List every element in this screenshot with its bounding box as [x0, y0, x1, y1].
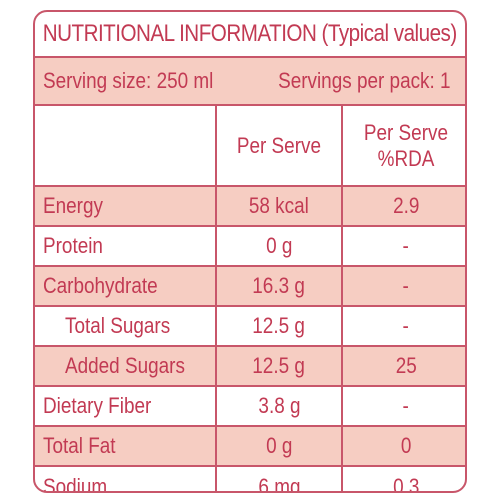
nutrient-name: Carbohydrate: [35, 266, 216, 307]
table-row: Protein 0 g -: [35, 226, 465, 267]
nutrient-name: Energy: [35, 186, 216, 227]
rda-value: 0.3: [341, 466, 465, 491]
table-row: Sodium 6 mg 0.3: [35, 466, 465, 493]
serving-size: Serving size: 250 ml: [43, 68, 214, 93]
header-rda-line1: Per Serve: [363, 119, 449, 145]
nutrient-name: Total Sugars: [35, 306, 216, 347]
nutrient-name: Protein: [35, 226, 216, 267]
nutrition-label: NUTRITIONAL INFORMATION (Typical values)…: [33, 10, 467, 493]
nutrient-table: Per Serve Per Serve %RDA Energy 58 kcal 2…: [35, 106, 465, 493]
per-serve-value: 58 kcal: [215, 186, 342, 227]
nutrient-name: Added Sugars: [35, 346, 216, 387]
rda-value: -: [341, 306, 465, 347]
table-header-row: Per Serve Per Serve %RDA: [35, 106, 465, 187]
table-row: Energy 58 kcal 2.9: [35, 186, 465, 227]
rda-value: -: [341, 266, 465, 307]
per-serve-value: 12.5 g: [215, 346, 342, 387]
label-title-row: NUTRITIONAL INFORMATION (Typical values): [35, 12, 465, 58]
label-title: NUTRITIONAL INFORMATION (Typical values): [43, 20, 458, 47]
header-per-serve-text: Per Serve: [236, 132, 322, 158]
table-row: Total Sugars 12.5 g -: [35, 306, 465, 347]
servings-per-pack: Servings per pack: 1: [278, 68, 451, 93]
table-row: Total Fat 0 g 0: [35, 426, 465, 467]
rda-value: 25: [341, 346, 465, 387]
per-serve-value: 0 g: [215, 426, 342, 467]
rda-value: 0: [341, 426, 465, 467]
per-serve-value: 12.5 g: [215, 306, 342, 347]
nutrient-name: Total Fat: [35, 426, 216, 467]
serving-info-row: Serving size: 250 ml Servings per pack: …: [35, 58, 465, 106]
rda-value: -: [341, 386, 465, 427]
header-nutrient: [35, 106, 216, 187]
header-rda-line2: %RDA: [377, 145, 435, 171]
per-serve-value: 16.3 g: [215, 266, 342, 307]
table-row: Dietary Fiber 3.8 g -: [35, 386, 465, 427]
table-row: Carbohydrate 16.3 g -: [35, 266, 465, 307]
rda-value: 2.9: [341, 186, 465, 227]
per-serve-value: 3.8 g: [215, 386, 342, 427]
rda-value: -: [341, 226, 465, 267]
per-serve-value: 0 g: [215, 226, 342, 267]
header-per-serve: Per Serve: [215, 106, 342, 187]
per-serve-value: 6 mg: [215, 466, 342, 491]
nutrient-name: Dietary Fiber: [35, 386, 216, 427]
nutrient-name: Sodium: [43, 473, 108, 493]
header-rda: Per Serve %RDA: [341, 106, 465, 187]
table-row: Added Sugars 12.5 g 25: [35, 346, 465, 387]
